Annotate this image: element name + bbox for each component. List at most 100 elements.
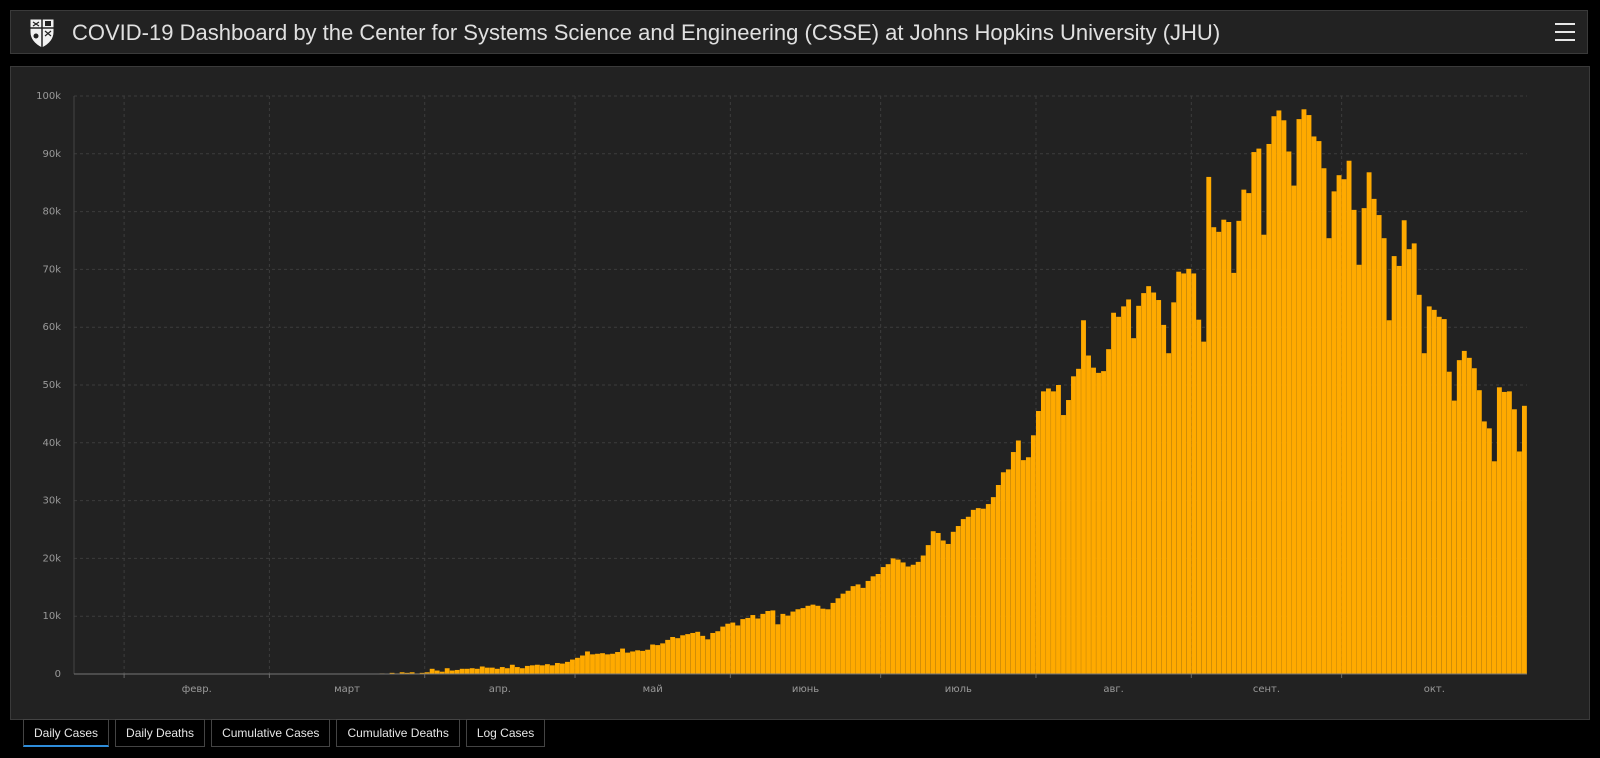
bar [434, 670, 440, 674]
bar [685, 634, 691, 674]
bar [910, 564, 916, 674]
bar [565, 661, 570, 674]
bar [950, 531, 956, 674]
bar [1066, 400, 1071, 674]
bar [1501, 391, 1507, 674]
bar [1266, 143, 1272, 674]
bar [1316, 141, 1322, 675]
bar [1271, 116, 1277, 675]
bar [785, 615, 791, 674]
bar [880, 567, 886, 674]
bar [830, 602, 836, 674]
bar [655, 645, 661, 674]
bar [710, 632, 716, 674]
bar [1051, 391, 1056, 674]
bar [499, 667, 505, 674]
bar [620, 648, 625, 674]
bar [990, 497, 996, 674]
bar [790, 611, 796, 674]
bar [1116, 316, 1122, 674]
bar [1231, 272, 1237, 674]
bar [529, 665, 535, 674]
bar [439, 671, 445, 674]
bar [870, 576, 876, 674]
bar [1366, 172, 1372, 674]
bar [590, 654, 595, 674]
bar [875, 574, 881, 674]
y-tick-label: 70k [42, 264, 61, 275]
bar [680, 635, 686, 674]
bar [1456, 360, 1462, 674]
bar [1321, 168, 1327, 674]
bar [1276, 110, 1282, 674]
bar [1496, 387, 1502, 674]
bar [1176, 271, 1182, 674]
bar [805, 605, 811, 674]
bar [1251, 152, 1257, 674]
bar [970, 509, 976, 674]
bar [675, 638, 681, 674]
bar [660, 643, 666, 674]
bar [945, 543, 951, 674]
bar [429, 668, 435, 674]
bar [730, 622, 736, 674]
bar [900, 562, 906, 674]
bar [615, 652, 620, 674]
x-tick-label: июнь [792, 684, 819, 695]
bar [1201, 341, 1207, 674]
y-tick-label: 30k [42, 496, 61, 507]
bar [1101, 371, 1106, 674]
bar [1341, 179, 1347, 674]
bar [1206, 176, 1212, 675]
tab-daily-cases[interactable]: Daily Cases [23, 719, 110, 747]
bar [1061, 415, 1066, 674]
bar [1326, 238, 1332, 675]
bar [695, 631, 701, 674]
bar [454, 669, 460, 674]
bar [1331, 191, 1337, 674]
bar [800, 608, 806, 674]
tab-cumulative-cases[interactable]: Cumulative Cases [211, 719, 331, 747]
bar [855, 584, 861, 674]
y-tick-label: 10k [42, 611, 61, 622]
bar [1506, 391, 1512, 674]
bar [1376, 215, 1382, 674]
tab-log-cases[interactable]: Log Cases [465, 719, 546, 747]
x-tick-label: окт. [1424, 684, 1445, 695]
bar [840, 593, 846, 674]
bar [1301, 109, 1307, 674]
tab-daily-deaths[interactable]: Daily Deaths [115, 719, 206, 747]
bar [865, 580, 871, 674]
tab-cumulative-deaths[interactable]: Cumulative Deaths [336, 719, 460, 747]
bar [459, 668, 465, 674]
bar [810, 604, 816, 674]
bar [1076, 368, 1081, 674]
bar [544, 664, 550, 674]
y-tick-label: 80k [42, 207, 61, 218]
bar [1131, 338, 1137, 674]
bar [860, 587, 866, 674]
bar [760, 613, 766, 674]
bar [1056, 385, 1061, 674]
bar [585, 651, 590, 674]
bar [1071, 376, 1076, 674]
bar [755, 618, 761, 674]
bar [409, 672, 415, 674]
x-tick-label: февр. [182, 684, 212, 695]
bar [1346, 160, 1352, 675]
bar [920, 555, 926, 674]
bar [735, 625, 741, 674]
bar [980, 508, 986, 674]
bar [605, 654, 610, 674]
bar [1196, 319, 1202, 674]
bar [1381, 238, 1387, 675]
bar [1096, 372, 1101, 674]
bar [1426, 306, 1432, 674]
bar [1020, 460, 1026, 674]
bar [725, 623, 731, 674]
bar [750, 615, 756, 674]
hamburger-menu-icon[interactable] [1555, 23, 1575, 41]
bar [1296, 119, 1302, 674]
chart-tabs: Daily Cases Daily Deaths Cumulative Case… [23, 719, 551, 747]
bar [650, 644, 656, 674]
